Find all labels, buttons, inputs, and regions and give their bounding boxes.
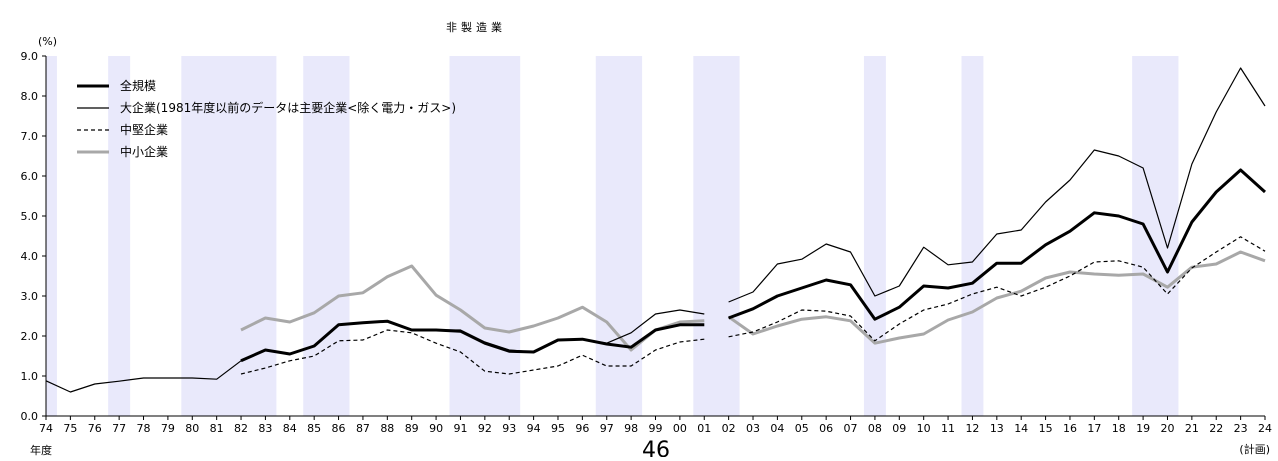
x-tick-label: 76 — [88, 422, 102, 435]
x-tick-label: 81 — [210, 422, 224, 435]
x-tick-label: 80 — [185, 422, 199, 435]
y-ticks: 0.0 1.0 2.0 3.0 4.0 5.0 6.0 7.0 8.0 9.0 — [21, 50, 46, 423]
chart-title: 非製造業 — [446, 20, 506, 34]
x-tick-label: 20 — [1160, 422, 1174, 435]
x-tick-label: 89 — [405, 422, 419, 435]
legend-label: 大企業(1981年度以前のデータは主要企業<除く電力・ガス>) — [120, 100, 456, 115]
x-tick-label: 86 — [332, 422, 346, 435]
x-tick-label: 24 — [1258, 422, 1272, 435]
shaded-period-6 — [693, 56, 740, 416]
x-tick-label: 23 — [1234, 422, 1248, 435]
x-tick-label: 98 — [624, 422, 638, 435]
x-tick-label: 77 — [112, 422, 126, 435]
shaded-period-2 — [181, 56, 277, 416]
shaded-period-5 — [595, 56, 643, 416]
x-tick-label: 14 — [1014, 422, 1028, 435]
x-tick-label: 09 — [892, 422, 906, 435]
x-tick-label: 19 — [1136, 422, 1150, 435]
x-tick-label: 82 — [234, 422, 248, 435]
x-tick-label: 07 — [844, 422, 858, 435]
x-tick-label: 75 — [63, 422, 77, 435]
x-tick-label: 18 — [1112, 422, 1126, 435]
x-tick-label: 95 — [551, 422, 565, 435]
x-tick-label: 94 — [527, 422, 541, 435]
x-tick-label: 92 — [478, 422, 492, 435]
x-tick-label: 05 — [795, 422, 809, 435]
x-tick-label: 16 — [1063, 422, 1077, 435]
shaded-period-1 — [108, 56, 131, 416]
y-tick-label: 1.0 — [21, 370, 39, 383]
x-ticks: 74 75 76 77 78 79 80 81 82 83 84 85 86 87 88 89 90 91 92 93… — [39, 416, 1272, 435]
shaded-period-7 — [863, 56, 886, 416]
x-tick-label: 96 — [575, 422, 589, 435]
shaded-period-4 — [449, 56, 521, 416]
x-tick-label: 85 — [307, 422, 321, 435]
x-tick-label: 22 — [1209, 422, 1223, 435]
x-tick-label: 90 — [429, 422, 443, 435]
x-tick-label: 08 — [868, 422, 882, 435]
y-tick-label: 0.0 — [21, 410, 39, 423]
x-tick-label: 12 — [965, 422, 979, 435]
x-tick-label: 91 — [453, 422, 467, 435]
shaded-period-3 — [303, 56, 350, 416]
x-tick-label: 04 — [770, 422, 784, 435]
x-tick-label: 10 — [917, 422, 931, 435]
x-tick-label: 93 — [502, 422, 516, 435]
y-tick-label: 5.0 — [21, 210, 39, 223]
x-tick-label: 02 — [722, 422, 736, 435]
x-tick-label: 13 — [990, 422, 1004, 435]
x-tick-label: 21 — [1185, 422, 1199, 435]
x-tick-label: 87 — [356, 422, 370, 435]
series-line-dashed — [240, 236, 1266, 375]
y-tick-label: 4.0 — [21, 250, 39, 263]
x-tick-label: 06 — [819, 422, 833, 435]
series-lines — [45, 67, 1267, 393]
shaded-period-8 — [961, 56, 984, 416]
x-tick-label: 99 — [649, 422, 663, 435]
x-tick-label: 11 — [941, 422, 955, 435]
x-tick-label: 01 — [697, 422, 711, 435]
x-tick-label: 79 — [161, 422, 175, 435]
x-tick-label: 15 — [1039, 422, 1053, 435]
legend-label: 全規模 — [120, 78, 156, 93]
shaded-period-0 — [46, 56, 57, 416]
series-line-gray — [240, 250, 1266, 352]
x-axis-label: 年度 — [30, 443, 52, 457]
legend-label: 中小企業 — [120, 144, 168, 159]
x-tick-label: 97 — [600, 422, 614, 435]
x-tick-label: 00 — [673, 422, 687, 435]
x-tick-label: 78 — [137, 422, 151, 435]
legend-label: 中堅企業 — [120, 122, 168, 137]
y-tick-label: 8.0 — [21, 90, 39, 103]
series-line-bold — [240, 168, 1267, 363]
x-tick-label: 83 — [258, 422, 272, 435]
x-axis-note: (計画) — [1239, 442, 1270, 456]
x-tick-label: 88 — [380, 422, 394, 435]
x-tick-label: 03 — [746, 422, 760, 435]
y-axis-unit: (%) — [38, 35, 57, 48]
y-tick-label: 6.0 — [21, 170, 39, 183]
page-number: 46 — [642, 438, 670, 457]
y-tick-label: 3.0 — [21, 290, 39, 303]
x-tick-label: 74 — [39, 422, 53, 435]
x-tick-label: 17 — [1087, 422, 1101, 435]
y-tick-label: 9.0 — [21, 50, 39, 63]
x-tick-label: 84 — [283, 422, 297, 435]
y-tick-label: 2.0 — [21, 330, 39, 343]
y-tick-label: 7.0 — [21, 130, 39, 143]
